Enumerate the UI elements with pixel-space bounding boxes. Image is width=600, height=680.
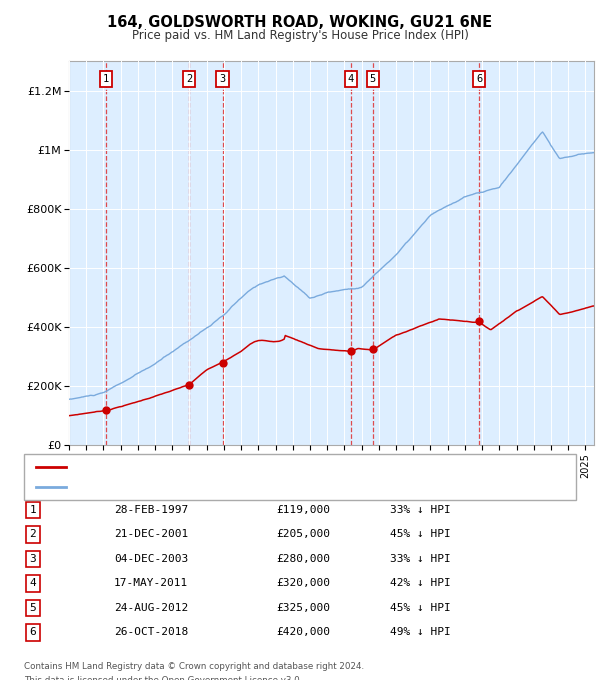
Text: 5: 5: [29, 603, 37, 613]
Text: 4: 4: [348, 74, 354, 84]
Text: 164, GOLDSWORTH ROAD, WOKING, GU21 6NE: 164, GOLDSWORTH ROAD, WOKING, GU21 6NE: [107, 15, 493, 30]
Text: 6: 6: [29, 628, 37, 637]
Text: 5: 5: [370, 74, 376, 84]
Text: 49% ↓ HPI: 49% ↓ HPI: [390, 628, 451, 637]
Text: 1: 1: [29, 505, 37, 515]
Text: 2: 2: [186, 74, 192, 84]
Text: £325,000: £325,000: [276, 603, 330, 613]
Text: HPI: Average price, detached house, Woking: HPI: Average price, detached house, Woki…: [75, 482, 306, 492]
Text: £420,000: £420,000: [276, 628, 330, 637]
Text: 21-DEC-2001: 21-DEC-2001: [114, 530, 188, 539]
Text: 4: 4: [29, 579, 37, 588]
Text: 45% ↓ HPI: 45% ↓ HPI: [390, 530, 451, 539]
Text: 04-DEC-2003: 04-DEC-2003: [114, 554, 188, 564]
Text: 45% ↓ HPI: 45% ↓ HPI: [390, 603, 451, 613]
Text: 3: 3: [220, 74, 226, 84]
Text: Price paid vs. HM Land Registry's House Price Index (HPI): Price paid vs. HM Land Registry's House …: [131, 29, 469, 41]
Text: 17-MAY-2011: 17-MAY-2011: [114, 579, 188, 588]
Text: 2: 2: [29, 530, 37, 539]
Text: 33% ↓ HPI: 33% ↓ HPI: [390, 554, 451, 564]
Text: 164, GOLDSWORTH ROAD, WOKING, GU21 6NE (detached house): 164, GOLDSWORTH ROAD, WOKING, GU21 6NE (…: [75, 462, 416, 471]
Text: 24-AUG-2012: 24-AUG-2012: [114, 603, 188, 613]
Text: 3: 3: [29, 554, 37, 564]
Text: 42% ↓ HPI: 42% ↓ HPI: [390, 579, 451, 588]
Text: Contains HM Land Registry data © Crown copyright and database right 2024.: Contains HM Land Registry data © Crown c…: [24, 662, 364, 671]
Text: 6: 6: [476, 74, 482, 84]
Text: 33% ↓ HPI: 33% ↓ HPI: [390, 505, 451, 515]
Text: £320,000: £320,000: [276, 579, 330, 588]
Text: 26-OCT-2018: 26-OCT-2018: [114, 628, 188, 637]
Text: 1: 1: [103, 74, 109, 84]
Text: £205,000: £205,000: [276, 530, 330, 539]
Text: £280,000: £280,000: [276, 554, 330, 564]
Text: This data is licensed under the Open Government Licence v3.0.: This data is licensed under the Open Gov…: [24, 676, 302, 680]
Text: 28-FEB-1997: 28-FEB-1997: [114, 505, 188, 515]
Text: £119,000: £119,000: [276, 505, 330, 515]
